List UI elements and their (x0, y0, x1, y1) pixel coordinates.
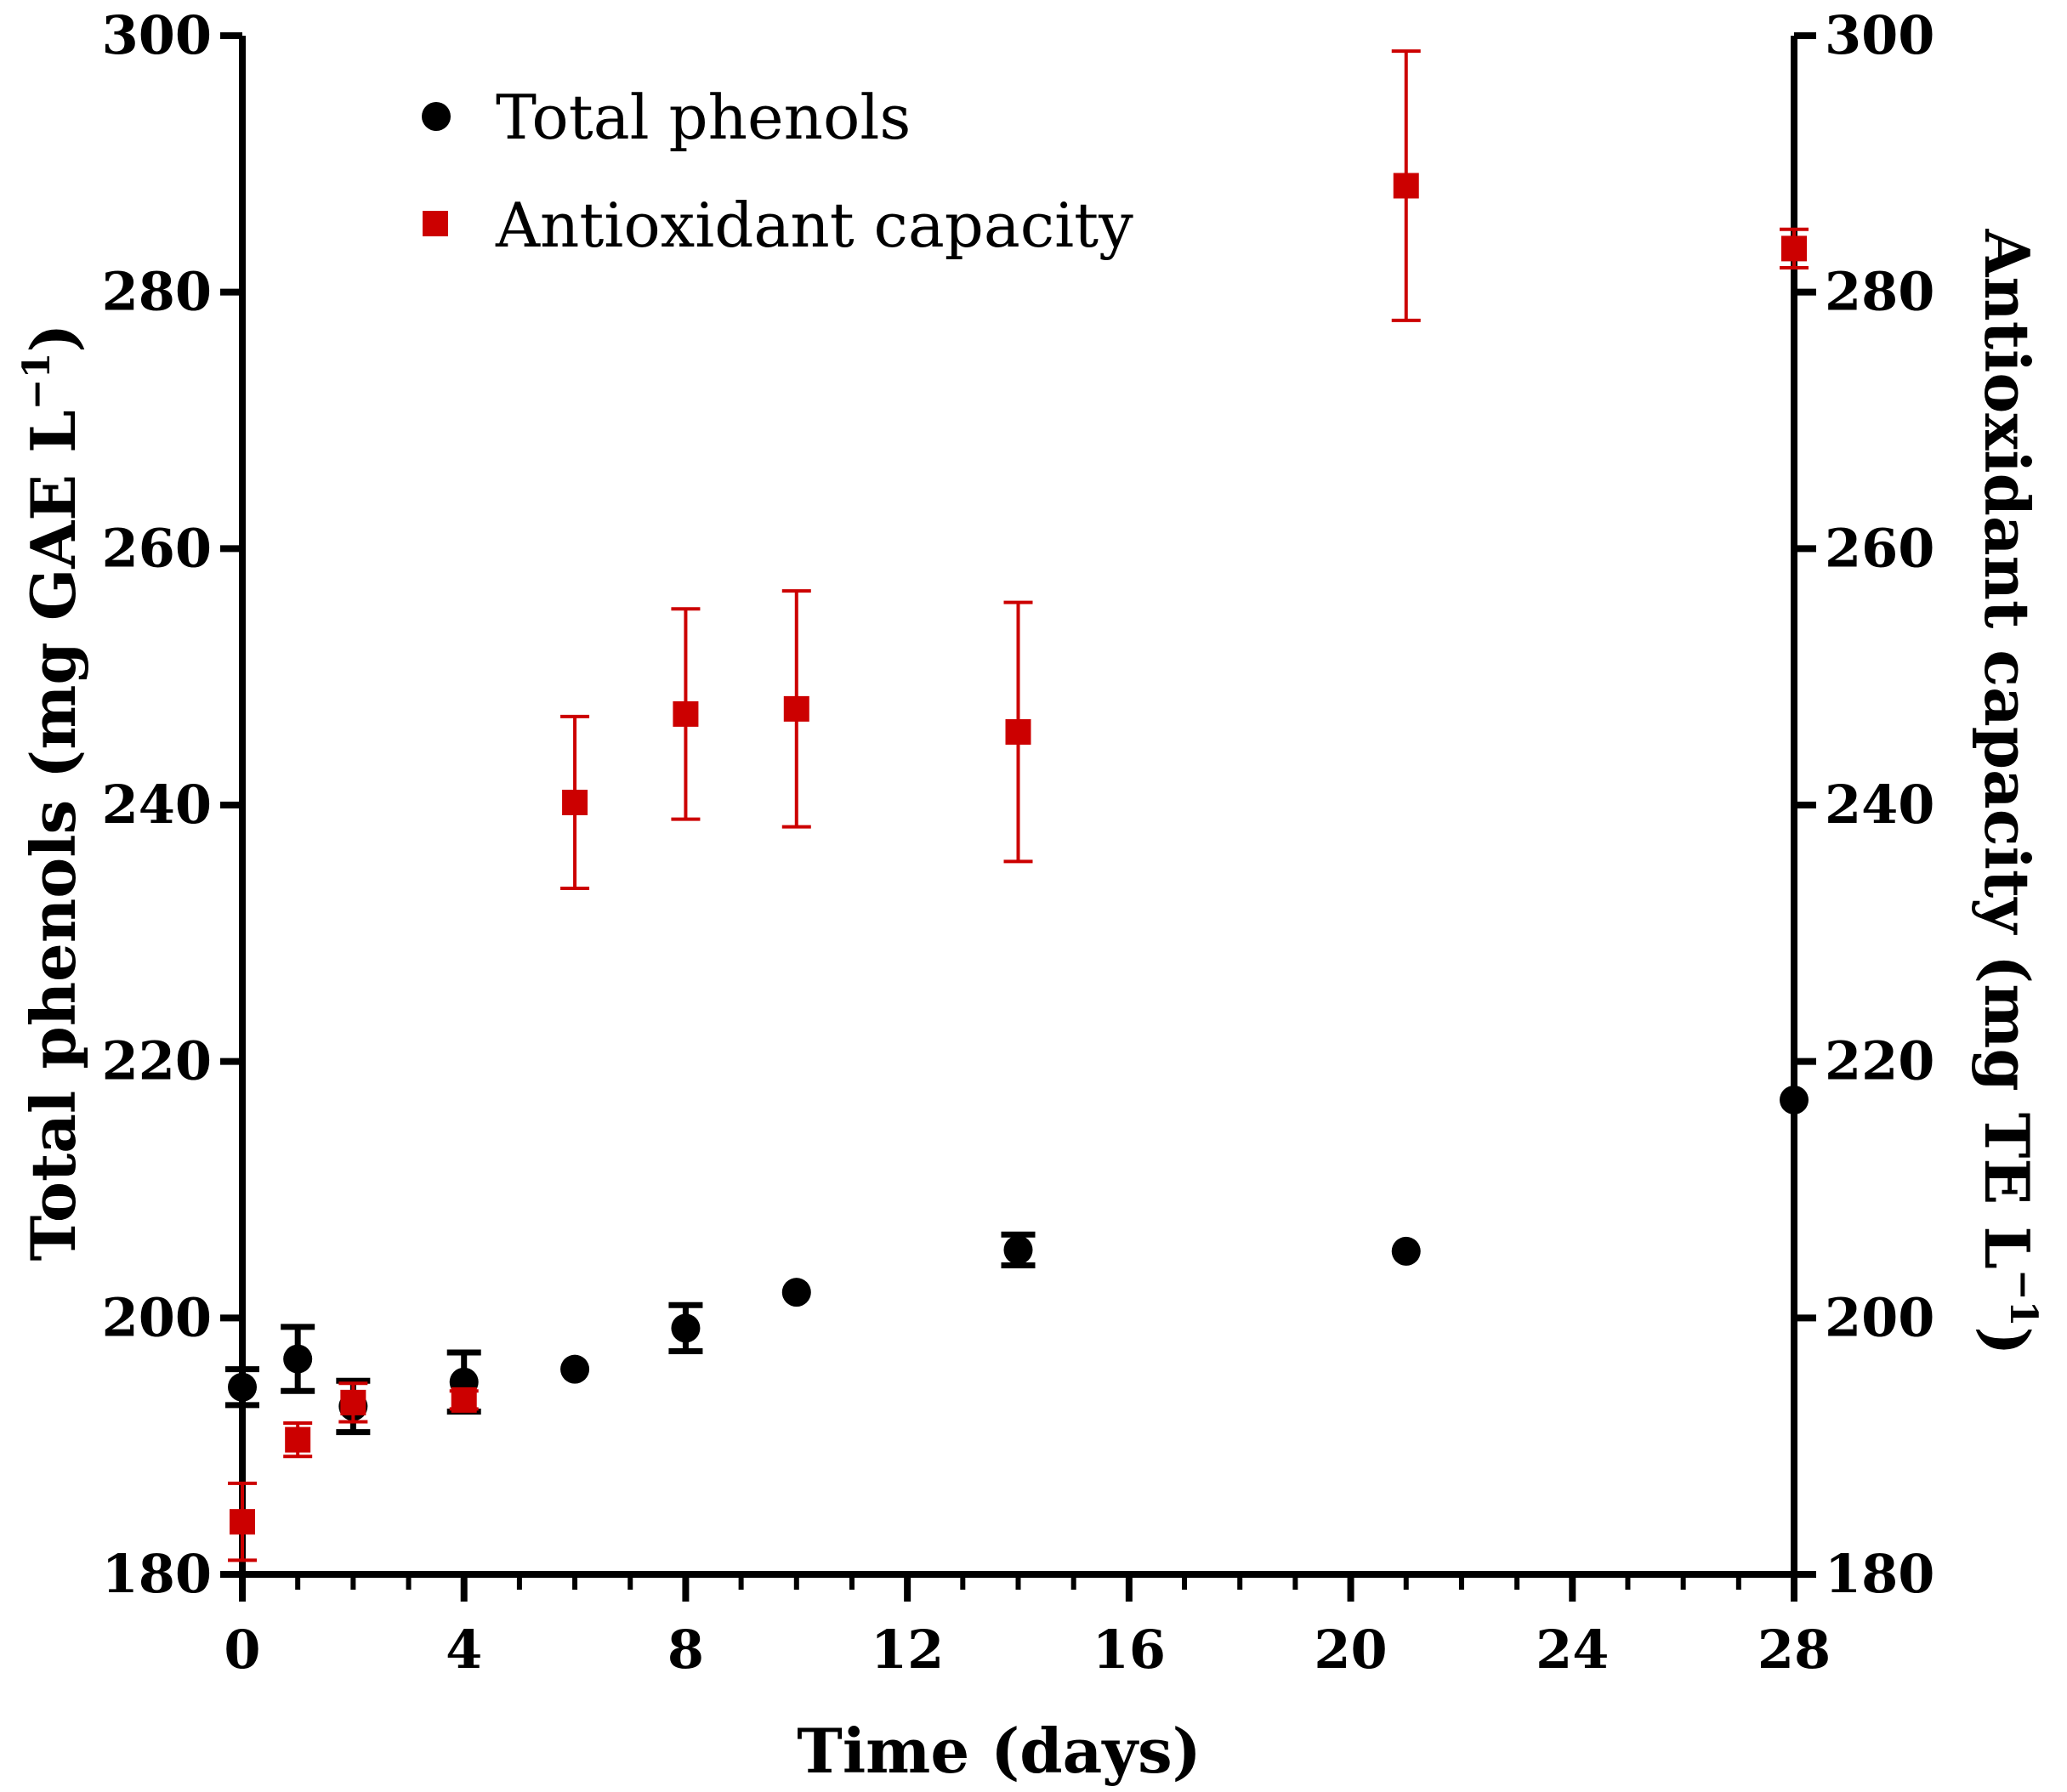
legend-label-antioxidant-capacity: Antioxidant capacity (495, 190, 1133, 261)
y-right-tick-label: 260 (1825, 517, 1934, 579)
y-right-tick-label: 180 (1825, 1543, 1934, 1605)
x-tick-label: 12 (871, 1619, 944, 1681)
x-tick-label: 24 (1536, 1619, 1609, 1681)
antioxidant-capacity-point (1005, 719, 1031, 746)
antioxidant-capacity-point (1781, 235, 1807, 262)
total-phenols-point (283, 1344, 313, 1374)
y-axis-left-title-end: ) (17, 324, 89, 353)
antioxidant-capacity-point (1393, 173, 1419, 199)
antioxidant-capacity-point (230, 1509, 255, 1535)
total-phenols-point (228, 1372, 257, 1402)
y-axis-left-title: Total phenols (mg GAE L−1) (15, 324, 89, 1262)
total-phenols-point (671, 1313, 701, 1343)
y-right-tick-label: 280 (1825, 261, 1934, 323)
y-left-tick-label: 220 (102, 1030, 212, 1092)
y-right-tick-label: 300 (1825, 4, 1934, 66)
legend: Total phenols Antioxidant capacity (422, 82, 1133, 261)
series-antioxidant-capacity (228, 49, 1809, 1562)
x-tick-label: 8 (667, 1619, 704, 1681)
y-left-tick-label: 260 (102, 517, 212, 579)
y-axis-right-title: Antioxidant capacity (mg TE L−1) (1971, 229, 2045, 1356)
total-phenols-point (560, 1354, 590, 1384)
antioxidant-capacity-point (451, 1387, 477, 1413)
x-tick-label: 4 (446, 1619, 482, 1681)
ticks: 1802002202402602803001802002202402602803… (102, 4, 1935, 1681)
antioxidant-capacity-point (783, 695, 809, 722)
y-axis-right-title-sup: −1 (2002, 1269, 2045, 1326)
x-tick-label: 28 (1758, 1619, 1831, 1681)
antioxidant-capacity-point (562, 789, 588, 815)
total-phenols-point (781, 1278, 811, 1307)
antioxidant-capacity-point (673, 700, 699, 727)
y-axis-right-title-main: Antioxidant capacity (mg TE L (1971, 229, 2043, 1269)
antioxidant-capacity-point (340, 1389, 366, 1415)
y-axis-left-title-main: Total phenols (mg GAE L (17, 410, 89, 1261)
y-right-tick-label: 200 (1825, 1286, 1934, 1348)
y-right-tick-label: 240 (1825, 774, 1934, 836)
x-axis-title: Time (days) (797, 1715, 1201, 1787)
total-phenols-point (1003, 1235, 1033, 1265)
series-total-phenols (225, 1085, 1809, 1436)
legend-marker-antioxidant-capacity (423, 211, 448, 236)
x-tick-label: 16 (1093, 1619, 1166, 1681)
legend-label-total-phenols: Total phenols (496, 82, 911, 153)
y-left-tick-label: 280 (102, 261, 212, 323)
total-phenols-point (1780, 1085, 1809, 1114)
total-phenols-point (1391, 1236, 1421, 1266)
y-left-tick-label: 240 (102, 774, 212, 836)
y-left-tick-label: 300 (102, 4, 212, 66)
legend-marker-total-phenols (422, 102, 451, 131)
y-axis-right-title-end: ) (1971, 1326, 2043, 1355)
y-left-tick-label: 180 (102, 1543, 212, 1605)
x-tick-label: 20 (1314, 1619, 1387, 1681)
y-right-tick-label: 220 (1825, 1030, 1934, 1092)
x-tick-label: 0 (224, 1619, 260, 1681)
y-left-tick-label: 200 (102, 1286, 212, 1348)
antioxidant-capacity-point (285, 1426, 311, 1453)
y-axis-left-title-sup: −1 (15, 353, 59, 410)
